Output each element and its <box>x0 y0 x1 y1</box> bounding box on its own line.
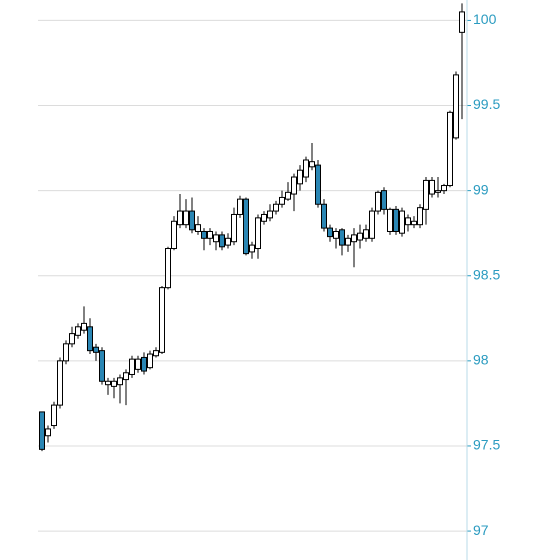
candle-body <box>105 380 111 386</box>
candle-body <box>459 11 465 33</box>
candle-body <box>111 380 117 387</box>
candle-body <box>267 210 273 219</box>
candle-body <box>135 358 141 370</box>
candle-body <box>357 232 363 241</box>
candle-body <box>291 176 297 195</box>
candle-body <box>411 220 417 226</box>
candle-body <box>225 237 231 246</box>
candle-body <box>45 428 51 437</box>
y-tick-label: 97 <box>473 522 489 538</box>
candle-body <box>207 230 213 239</box>
candle-body <box>147 353 153 369</box>
y-tick-label: 97.5 <box>473 437 500 453</box>
candle-body <box>141 356 147 372</box>
candle-body <box>417 207 423 226</box>
candle-body <box>435 190 441 193</box>
candle-body <box>303 159 309 178</box>
candle-body <box>69 333 75 345</box>
candle-body <box>273 203 279 212</box>
candle-body <box>81 322 87 331</box>
candle-body <box>393 208 399 232</box>
y-tick-label: 98.5 <box>473 266 500 282</box>
candle-body <box>327 227 333 238</box>
candle-body <box>153 350 159 357</box>
candle-body <box>447 111 453 187</box>
candle-body <box>201 230 207 239</box>
candle-body <box>57 360 63 406</box>
candle-body <box>285 191 291 200</box>
candle-body <box>321 203 327 229</box>
candle-body <box>93 346 99 353</box>
candle-body <box>213 234 219 243</box>
candle-body <box>183 210 189 226</box>
candle-body <box>87 326 93 352</box>
y-tick-label: 100 <box>473 11 497 27</box>
candle-body <box>381 190 387 210</box>
candle-body <box>399 210 405 234</box>
candle-body <box>123 372 129 381</box>
candle-body <box>117 377 123 386</box>
candle-body <box>177 210 183 226</box>
candle-body <box>51 404 57 427</box>
y-tick-label: 98 <box>473 352 489 368</box>
candle-body <box>429 179 435 195</box>
candle-body <box>279 196 285 205</box>
candle-body <box>297 169 303 185</box>
candle-body <box>309 161 315 168</box>
candle-body <box>165 248 171 289</box>
y-tick-label: 99.5 <box>473 96 500 112</box>
candle-body <box>405 217 411 226</box>
candle-body <box>333 230 339 239</box>
y-tick-label: 99 <box>473 181 489 197</box>
candle-body <box>315 164 321 205</box>
candle-body <box>237 198 243 215</box>
candle-body <box>375 191 381 212</box>
candle-body <box>63 343 69 362</box>
candle-body <box>339 229 345 246</box>
candle-body <box>195 224 201 232</box>
candle-body <box>75 326 81 336</box>
candle-body <box>387 208 393 232</box>
candle-body <box>39 411 45 450</box>
candle-body <box>369 210 375 239</box>
candle-body <box>129 358 135 375</box>
candle-body <box>255 217 261 250</box>
candle-body <box>363 229 369 239</box>
candle-body <box>261 213 267 222</box>
candle-body <box>243 198 249 255</box>
candle-body <box>453 74 459 139</box>
candle-body <box>189 210 195 231</box>
candle-body <box>423 179 429 210</box>
candle-body <box>231 213 237 243</box>
candle-body <box>159 287 165 353</box>
candle-body <box>171 220 177 250</box>
candle-body <box>345 237 351 246</box>
candle-body <box>441 185 447 192</box>
candle-body <box>351 234 357 243</box>
candle-body <box>99 350 105 382</box>
candle-body <box>219 234 225 248</box>
candle-body <box>249 244 255 253</box>
